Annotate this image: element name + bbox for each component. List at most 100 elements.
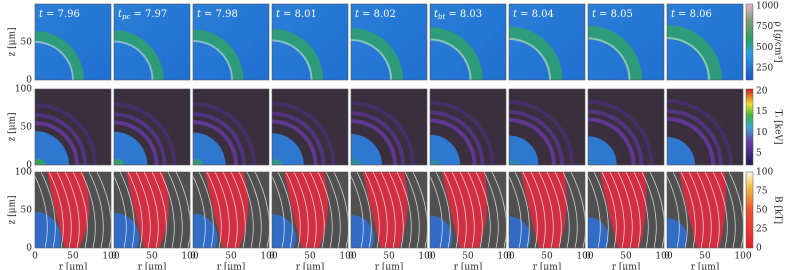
x-axis-label: r [μm] xyxy=(375,263,404,270)
panel-frame xyxy=(666,3,744,81)
heatmap-panel xyxy=(509,89,585,165)
streamline xyxy=(151,172,167,248)
streamline xyxy=(325,172,341,248)
streamline xyxy=(696,172,712,248)
streamline xyxy=(672,172,688,248)
streamline xyxy=(238,172,254,248)
time-value: = 8.03 xyxy=(448,9,482,20)
core-hot xyxy=(588,159,598,165)
x-tick-label: 100 xyxy=(497,252,514,262)
blue-region xyxy=(114,212,140,248)
x-axis-label: r [μm] xyxy=(454,263,483,270)
y-tick-label: 100 xyxy=(15,85,32,95)
core xyxy=(509,135,539,165)
x-tick-label: 0 xyxy=(32,252,38,262)
panel-frame xyxy=(192,171,270,249)
heatmap-panel xyxy=(193,89,269,165)
panel-frame xyxy=(429,88,507,166)
streamline xyxy=(483,172,499,248)
core xyxy=(193,132,226,165)
streamline xyxy=(588,175,601,248)
streamline xyxy=(396,172,412,248)
heatmap-panel xyxy=(509,172,585,248)
x-tick-label: 50 xyxy=(67,252,79,262)
time-value: = 8.02 xyxy=(362,9,396,20)
streamline xyxy=(64,172,80,248)
panel-frame xyxy=(113,3,191,81)
red-region xyxy=(284,172,328,248)
streamline xyxy=(388,172,404,248)
time-label: t = 8.06 xyxy=(671,9,712,20)
panel-frame xyxy=(587,171,665,249)
x-tick-label: 50 xyxy=(541,252,553,262)
time-value: = 8.05 xyxy=(599,9,633,20)
heatmap-panel xyxy=(430,89,506,165)
time-label: t = 8.02 xyxy=(355,9,396,20)
panel-frame xyxy=(113,88,191,166)
streamline xyxy=(509,175,522,248)
core xyxy=(588,136,617,165)
streamline xyxy=(530,172,546,248)
streamline xyxy=(459,172,475,248)
streamline xyxy=(688,172,704,248)
streamline xyxy=(443,172,459,248)
time-subscript: pc xyxy=(122,13,130,21)
streamline xyxy=(728,172,743,248)
streamline xyxy=(96,172,111,248)
heatmap-panel xyxy=(193,4,269,80)
x-axis-label: r [μm] xyxy=(138,263,167,270)
core-hot xyxy=(193,159,203,165)
time-symbol: t xyxy=(118,9,123,20)
core xyxy=(351,134,382,165)
x-tick-label: 100 xyxy=(260,252,277,262)
x-tick-label: 0 xyxy=(269,252,275,262)
streamline xyxy=(625,172,641,248)
heatmap-panel xyxy=(351,89,427,165)
heatmap-panel xyxy=(114,4,190,80)
streamline xyxy=(80,172,96,248)
core-hot xyxy=(114,159,124,165)
heatmap-panel xyxy=(667,89,743,165)
streamline xyxy=(127,172,143,248)
heatmap-panel xyxy=(430,172,506,248)
colorbar-tick-label: 15 xyxy=(756,107,768,117)
streamline xyxy=(35,175,48,248)
streamline xyxy=(451,172,467,248)
colorbar-tick-label: 10 xyxy=(756,128,768,138)
x-tick-label: 100 xyxy=(339,252,356,262)
streamline xyxy=(641,172,657,248)
panel-frame xyxy=(429,3,507,81)
streamline xyxy=(667,175,680,248)
streamline xyxy=(175,172,190,248)
time-subscript: bt xyxy=(438,13,445,21)
time-value: = 8.04 xyxy=(520,9,554,20)
panel-frame xyxy=(271,3,349,81)
y-axis-label: z [μm] xyxy=(8,112,18,141)
streamline xyxy=(546,172,562,248)
time-symbol: t xyxy=(197,9,202,20)
panel-frame xyxy=(271,171,349,249)
streamline xyxy=(119,172,135,248)
blue-region xyxy=(667,218,687,248)
streamline xyxy=(193,175,206,248)
heatmap-panel xyxy=(667,172,743,248)
x-tick-label: 100 xyxy=(418,252,435,262)
colorbar-tick-label: 0 xyxy=(756,244,762,254)
panel-frame xyxy=(350,88,428,166)
streamline xyxy=(404,172,420,248)
colorbar-tick-label: 500 xyxy=(756,43,773,53)
time-symbol: t xyxy=(39,9,44,20)
streamline xyxy=(364,172,380,248)
streamline xyxy=(143,172,159,248)
streamline xyxy=(317,172,333,248)
colorbar-tick-label: 750 xyxy=(756,22,773,32)
heatmap-panel xyxy=(667,4,743,80)
heatmap-panel xyxy=(430,4,506,80)
x-tick-label: 50 xyxy=(225,252,237,262)
x-tick-label: 100 xyxy=(734,252,751,262)
core-hot xyxy=(430,159,440,165)
heatmap-panel xyxy=(35,4,111,80)
x-tick-label: 100 xyxy=(655,252,672,262)
streamline xyxy=(88,172,104,248)
